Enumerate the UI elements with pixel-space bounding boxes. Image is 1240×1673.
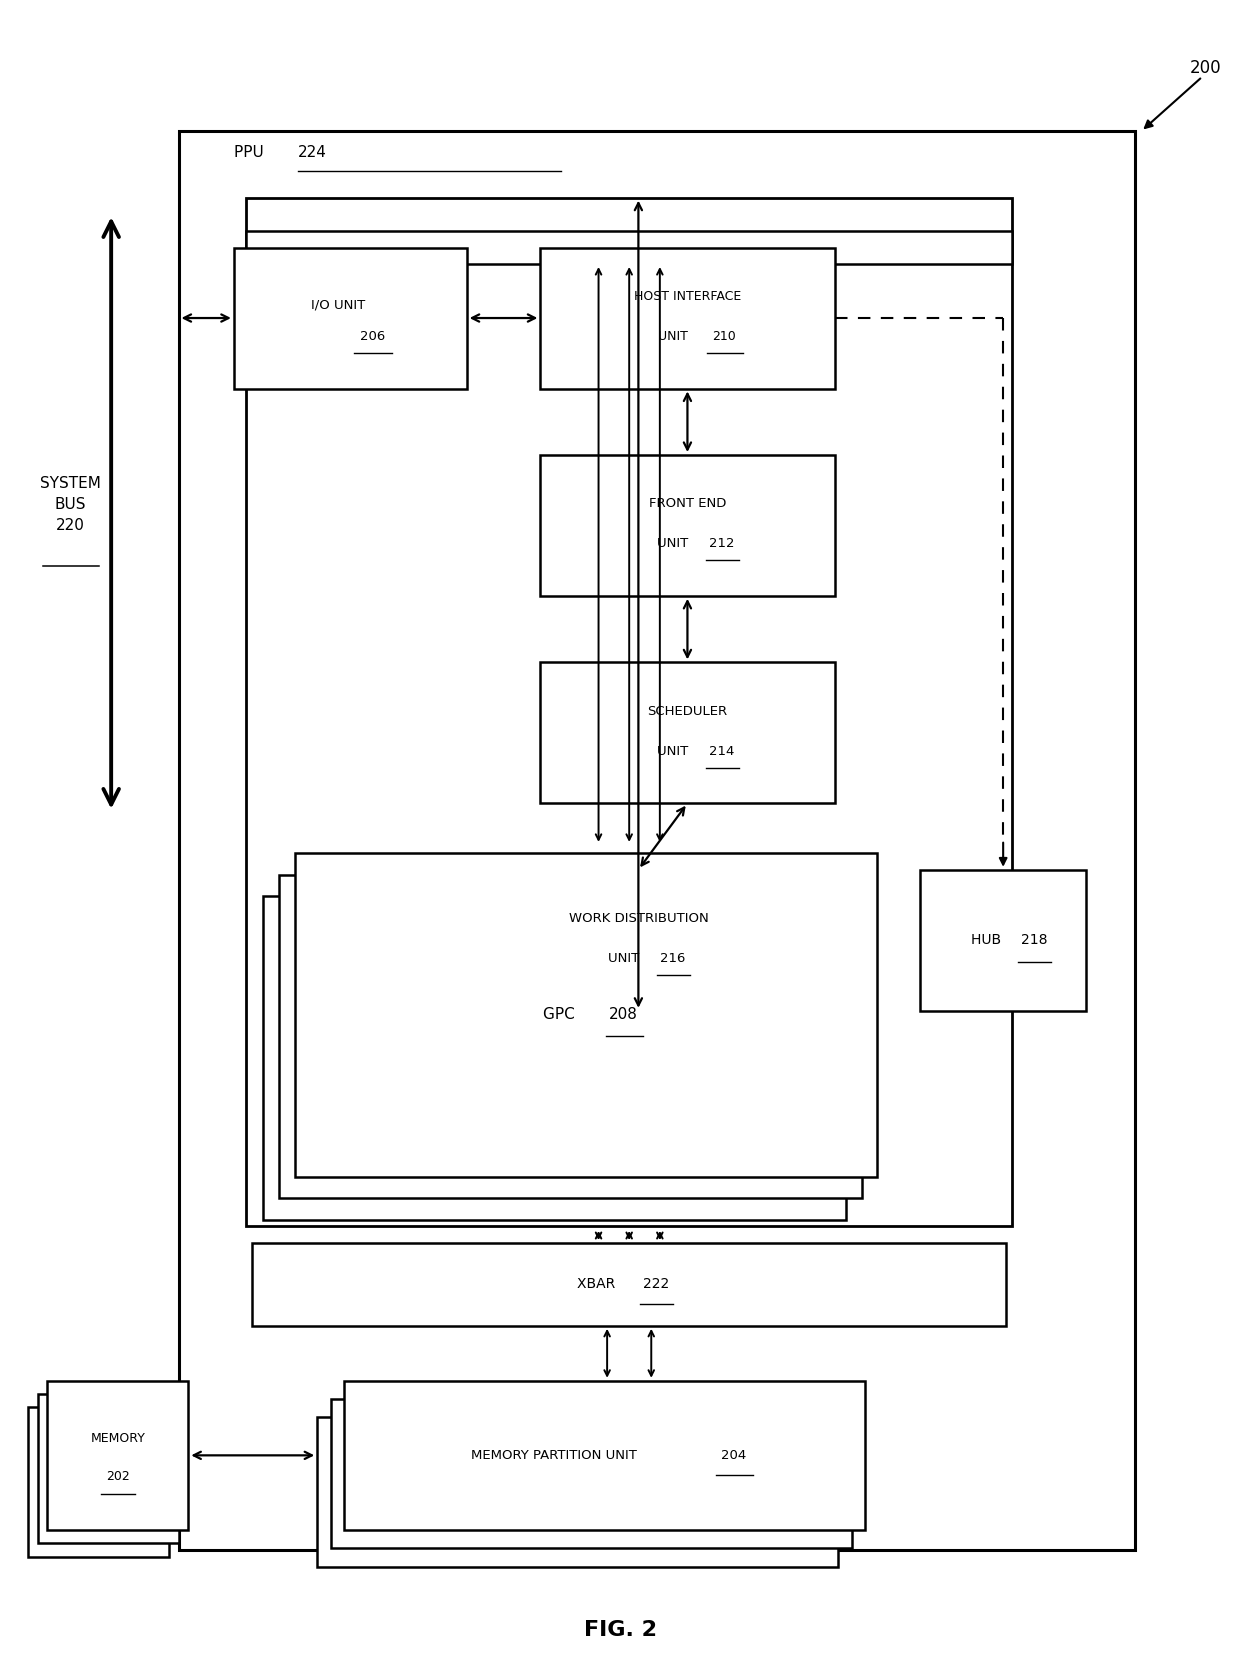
Text: 202: 202	[107, 1471, 130, 1484]
Text: WORK DISTRIBUTION: WORK DISTRIBUTION	[568, 912, 708, 925]
Bar	[234, 248, 466, 388]
Bar	[295, 853, 878, 1176]
Text: PPU: PPU	[234, 146, 268, 161]
Text: 214: 214	[709, 744, 734, 758]
Text: UNIT: UNIT	[609, 952, 644, 965]
Bar	[541, 663, 835, 803]
Bar	[443, 870, 835, 1010]
Bar	[920, 870, 1086, 1010]
Bar	[252, 1243, 1006, 1327]
Text: SYSTEM
BUS
220: SYSTEM BUS 220	[40, 477, 102, 534]
Bar	[345, 1380, 866, 1531]
Bar	[246, 197, 1012, 1226]
Text: 208: 208	[609, 1007, 637, 1022]
Bar	[317, 1417, 838, 1566]
Bar	[541, 455, 835, 596]
Text: UNIT: UNIT	[658, 330, 692, 343]
Bar	[179, 132, 1135, 1549]
Text: UNIT: UNIT	[657, 744, 693, 758]
Text: 212: 212	[709, 537, 734, 550]
Text: 216: 216	[660, 952, 686, 965]
Text: MEMORY PARTITION UNIT: MEMORY PARTITION UNIT	[470, 1449, 641, 1462]
Bar	[331, 1399, 852, 1548]
Text: UNIT: UNIT	[657, 537, 693, 550]
Text: FIG. 2: FIG. 2	[584, 1619, 656, 1640]
Bar	[246, 231, 1012, 264]
Bar	[37, 1394, 179, 1543]
Bar	[263, 897, 846, 1220]
Bar	[541, 248, 835, 388]
Text: 224: 224	[298, 146, 326, 161]
Text: 204: 204	[720, 1449, 746, 1462]
Bar	[279, 875, 862, 1198]
Text: 222: 222	[644, 1278, 670, 1292]
Text: FRONT END: FRONT END	[649, 497, 727, 510]
Text: HOST INTERFACE: HOST INTERFACE	[634, 289, 742, 303]
Text: 210: 210	[712, 330, 737, 343]
Text: MEMORY: MEMORY	[91, 1432, 145, 1445]
Text: XBAR: XBAR	[578, 1278, 620, 1292]
Bar	[27, 1407, 169, 1556]
Text: I/O UNIT: I/O UNIT	[311, 298, 365, 311]
Text: 218: 218	[1021, 934, 1047, 947]
Text: GPC: GPC	[543, 1007, 580, 1022]
Text: HUB: HUB	[971, 934, 1006, 947]
Text: 200: 200	[1190, 59, 1221, 77]
Text: SCHEDULER: SCHEDULER	[647, 704, 728, 718]
Text: 206: 206	[360, 330, 384, 343]
Bar	[47, 1380, 188, 1531]
